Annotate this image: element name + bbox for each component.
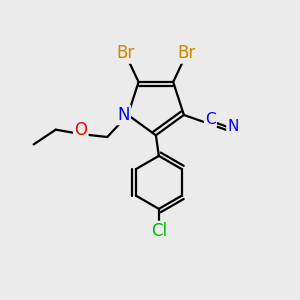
Text: Cl: Cl xyxy=(151,222,167,240)
Text: Br: Br xyxy=(177,44,196,62)
Text: N: N xyxy=(117,106,130,124)
Text: O: O xyxy=(74,121,87,139)
Text: Br: Br xyxy=(116,44,134,62)
Text: N: N xyxy=(227,119,239,134)
Text: C: C xyxy=(205,112,216,127)
